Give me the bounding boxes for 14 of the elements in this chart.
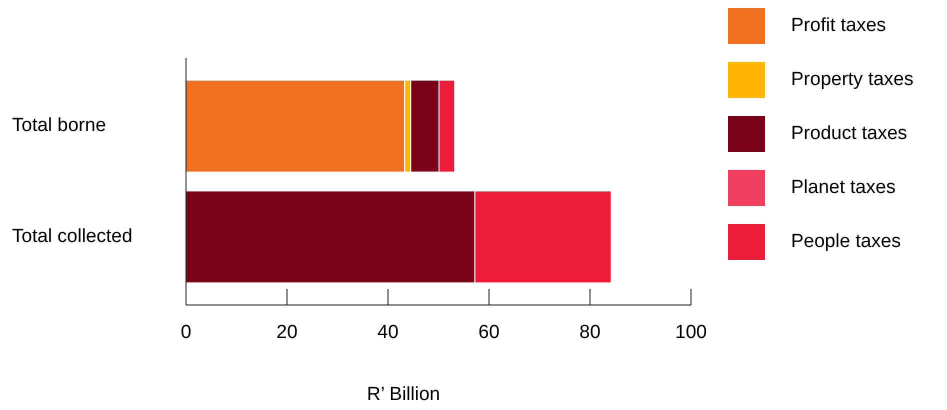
x-tick-label: 40 [377, 322, 399, 343]
x-tick-label: 0 [180, 322, 192, 343]
x-tick-label: 20 [276, 322, 298, 343]
x-tick-label: 60 [478, 322, 500, 343]
x-axis-title: R’ Billion [366, 384, 440, 405]
legend-label: Property taxes [791, 69, 914, 90]
legend-label: Planet taxes [791, 177, 896, 198]
x-tick-label: 100 [675, 322, 707, 343]
legend-label: Profit taxes [791, 15, 886, 36]
legend-label: People taxes [791, 231, 901, 252]
x-tick-label: 80 [579, 322, 601, 343]
y-tick-label: Total collected [12, 226, 132, 247]
y-tick-label: Total borne [12, 115, 106, 136]
legend-label: Product taxes [791, 123, 908, 144]
